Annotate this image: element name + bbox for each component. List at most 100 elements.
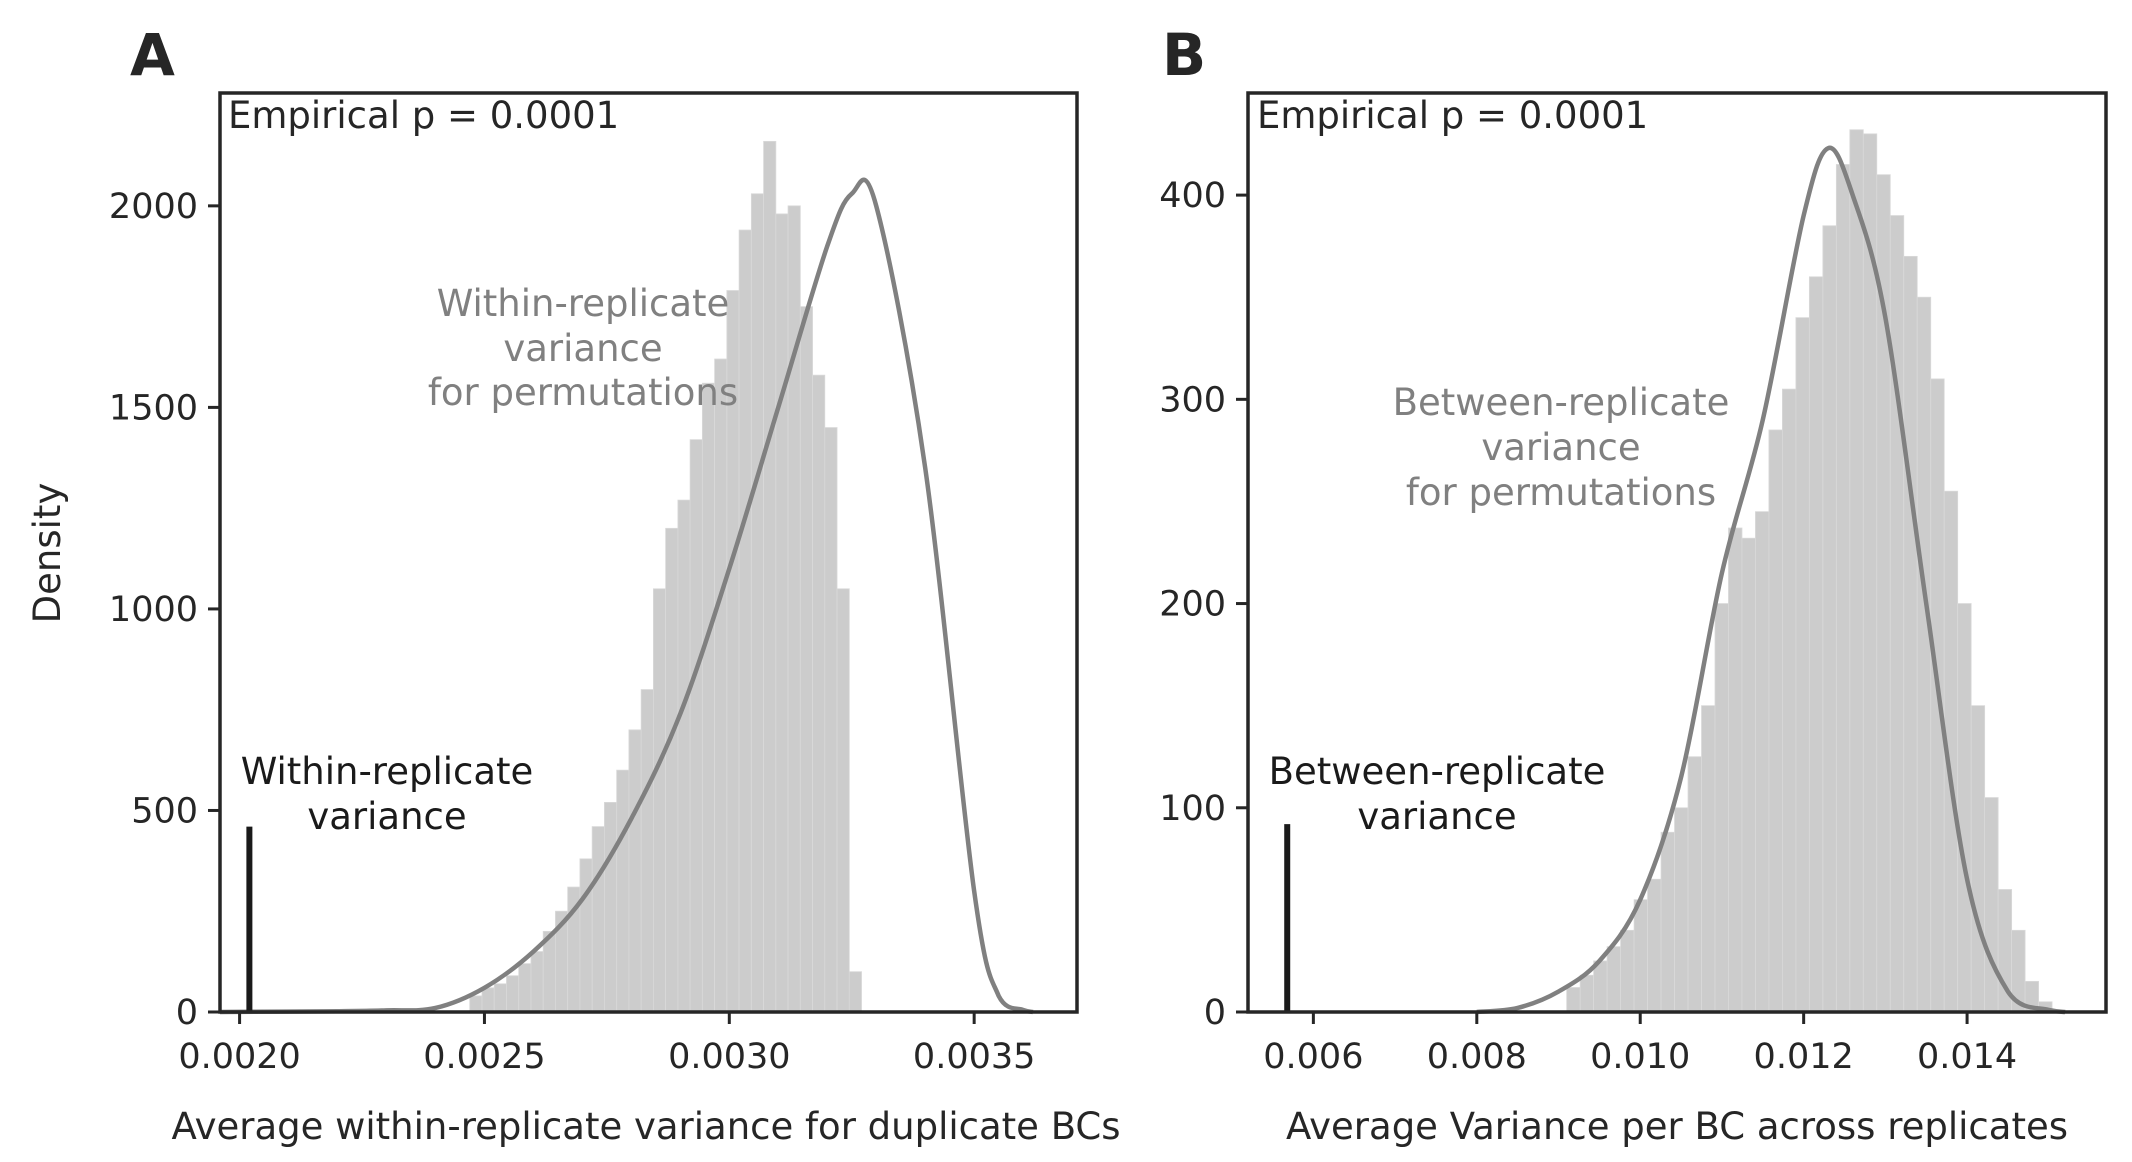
x-ticks-a: 0.0020 0.0025 0.0030 0.0035 (178, 1012, 1035, 1077)
histogram-bar (677, 499, 691, 1013)
y-tick-label: 300 (1159, 380, 1226, 420)
histogram-bar (640, 689, 654, 1013)
histogram-bar (714, 358, 728, 1013)
kde-curve-a (219, 177, 1034, 1015)
histogram-bar (604, 802, 618, 1013)
y-tick-label: 100 (1159, 789, 1226, 829)
x-tick-label: 0.0030 (668, 1037, 790, 1077)
y-tick-label: 500 (131, 791, 198, 831)
histogram-bar (1970, 705, 1986, 1013)
histogram-bar (1835, 164, 1851, 1013)
histogram-bar (652, 588, 667, 1013)
histogram-bar (1782, 388, 1797, 1013)
y-ticks-b: 0 100 200 300 400 (1159, 176, 1248, 1033)
x-tick-label: 0.0020 (178, 1037, 300, 1077)
histogram-bar (763, 140, 777, 1013)
dist-annotation-line3-a: for permutations (428, 371, 738, 414)
histogram-bar (1593, 960, 1608, 1013)
histogram-bar (1768, 429, 1783, 1013)
histogram-bar (848, 971, 862, 1013)
y-tick-label: 200 (1159, 585, 1226, 625)
histogram-bar (1984, 797, 1999, 1013)
histogram-bar (824, 427, 838, 1013)
histogram-bar (530, 951, 544, 1013)
histogram-bar (1741, 537, 1756, 1013)
histogram-bar (579, 858, 593, 1013)
x-ticks-b: 0.006 0.008 0.010 0.012 0.014 (1263, 1012, 2017, 1077)
histogram-bar (738, 229, 752, 1013)
empirical-p-label-b: Empirical p = 0.0001 (1257, 94, 1648, 137)
histogram-bar (1579, 974, 1595, 1013)
histogram-bar (616, 769, 630, 1013)
histogram-bar (1957, 603, 1972, 1013)
observed-annotation-line1-b: Between-replicate (1269, 750, 1606, 793)
panel-letter-a: A (130, 21, 175, 89)
x-tick-label: 0.006 (1263, 1037, 1363, 1077)
x-axis-label-a: Average within-replicate variance for du… (171, 1105, 1120, 1148)
histogram-bar (775, 213, 789, 1013)
histogram-bar (1714, 603, 1729, 1013)
dist-annotation-line3-b: for permutations (1406, 471, 1716, 514)
histogram-bar (1755, 511, 1770, 1013)
histogram-bar (1916, 296, 1932, 1013)
histogram-bar (1566, 987, 1581, 1013)
y-tick-label: 400 (1159, 176, 1226, 216)
observed-annotation-line2-b: variance (1357, 795, 1516, 838)
histogram-bar (481, 987, 495, 1013)
histogram-bar (1687, 756, 1702, 1013)
histogram-bar (591, 826, 605, 1013)
plot-frame-a (218, 91, 1079, 1014)
histogram-bar (836, 588, 850, 1013)
histogram-bar (493, 983, 507, 1013)
y-ticks-a: 0 500 1000 1500 2000 (109, 187, 220, 1033)
histogram-bar (1620, 929, 1635, 1013)
kde-curve-b (1476, 145, 2066, 1015)
histogram-bar (518, 963, 532, 1013)
dist-annotation-line1-a: Within-replicate (437, 282, 730, 325)
histogram-bar (1660, 831, 1675, 1013)
x-tick-label: 0.008 (1427, 1037, 1527, 1077)
histogram-bar (628, 729, 642, 1013)
x-tick-label: 0.012 (1754, 1037, 1854, 1077)
dist-annotation-line2-a: variance (503, 327, 662, 370)
histogram-bar (665, 527, 679, 1013)
y-tick-label: 0 (176, 993, 198, 1033)
panel-letter-b: B (1162, 21, 1206, 89)
x-tick-label: 0.0035 (913, 1037, 1035, 1077)
empirical-p-label-a: Empirical p = 0.0001 (228, 94, 619, 137)
histogram-bar (750, 193, 764, 1013)
histogram-bar (1822, 225, 1837, 1013)
histogram-bar (1728, 527, 1743, 1013)
histogram-bar (1849, 129, 1864, 1013)
panel-b: B 0.006 0.008 0.010 0.012 0.014 0 100 200 300 40… (1159, 21, 2108, 1148)
histogram-bar (1701, 705, 1716, 1013)
x-tick-label: 0.010 (1590, 1037, 1690, 1077)
histogram-bar (1808, 276, 1824, 1013)
histogram-bar (506, 975, 520, 1013)
histogram-bar (469, 995, 483, 1013)
histogram-bar (799, 306, 813, 1013)
histogram-a (469, 140, 862, 1013)
x-tick-label: 0.014 (1917, 1037, 2017, 1077)
x-axis-label-b: Average Variance per BC across replicate… (1286, 1105, 2068, 1148)
y-axis-label: Density (26, 483, 69, 624)
histogram-bar (812, 374, 826, 1013)
panel-a: A 0.0020 0.0025 0.0030 0.0035 0 500 1000 1500 2… (26, 21, 1121, 1148)
histogram-bar (1606, 946, 1622, 1013)
plot-frame-b (1246, 91, 2108, 1014)
histogram-bar (1674, 807, 1689, 1013)
y-tick-label: 1000 (109, 590, 198, 630)
histogram-bar (689, 439, 703, 1013)
histogram-bar (701, 382, 716, 1013)
y-tick-label: 1500 (109, 388, 198, 428)
histogram-b (1566, 129, 2053, 1013)
histogram-bar (787, 205, 801, 1013)
x-tick-label: 0.0025 (423, 1037, 545, 1077)
histogram-bar (1795, 317, 1810, 1013)
histogram-bar (1889, 215, 1905, 1013)
histogram-bar (1903, 255, 1918, 1013)
y-tick-label: 0 (1204, 993, 1226, 1033)
observed-annotation-line2-a: variance (307, 795, 466, 838)
dist-annotation-line2-b: variance (1481, 426, 1640, 469)
